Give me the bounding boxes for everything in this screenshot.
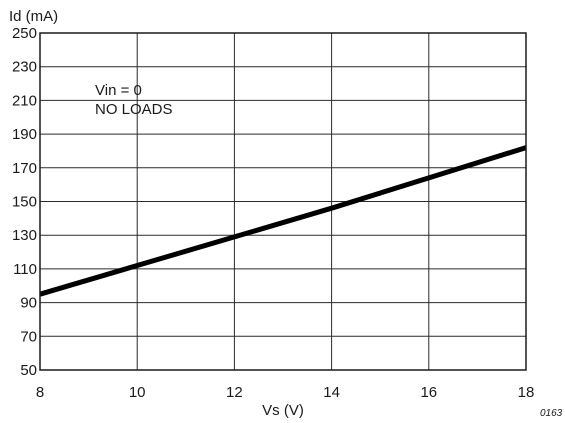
y-tick-label: 250 — [12, 25, 37, 42]
x-tick-label: 12 — [226, 384, 243, 401]
annotation-no-loads: NO LOADS — [95, 101, 173, 118]
figure-code: 0163 — [540, 408, 563, 419]
series-layer — [39, 145, 527, 297]
x-tick-label: 10 — [129, 384, 146, 401]
x-tick-label: 8 — [36, 384, 44, 401]
y-tick-label: 130 — [12, 227, 37, 244]
y-axis-label: Id (mA) — [9, 8, 58, 25]
y-tick-labels: 50 70 90 110 130 150 170 190 210 230 250 — [12, 25, 37, 379]
x-tick-label: 14 — [323, 384, 340, 401]
y-tick-label: 170 — [12, 160, 37, 177]
y-tick-label: 110 — [13, 261, 37, 278]
y-tick-label: 70 — [20, 328, 37, 345]
y-tick-label: 190 — [12, 126, 37, 143]
series-line — [39, 145, 527, 297]
y-tick-label: 210 — [12, 92, 37, 109]
annotation-vin: Vin = 0 — [95, 82, 142, 99]
y-tick-label: 90 — [20, 295, 37, 312]
y-tick-label: 150 — [12, 194, 37, 211]
x-tick-labels: 8 10 12 14 16 18 — [36, 384, 535, 401]
x-tick-label: 18 — [518, 384, 535, 401]
x-axis-label: Vs (V) — [262, 402, 304, 419]
y-tick-label: 230 — [12, 59, 37, 76]
plot-frame — [39, 32, 527, 371]
x-tick-label: 16 — [420, 384, 437, 401]
y-tick-label: 50 — [20, 362, 37, 379]
